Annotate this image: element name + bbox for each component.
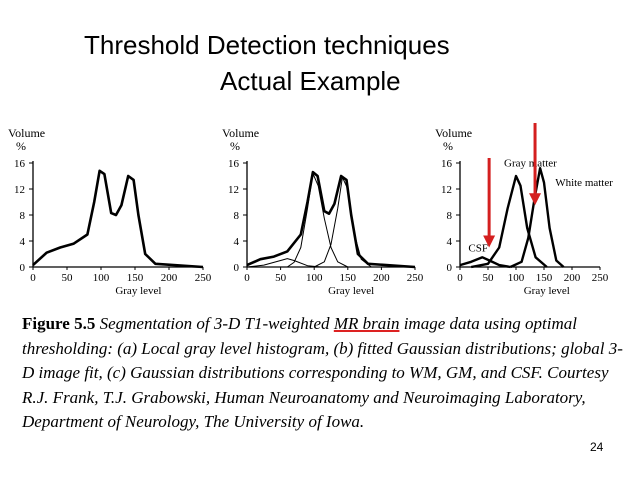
x-tick-label: 50: [62, 272, 74, 284]
y-tick-label: 12: [14, 184, 25, 196]
caption-highlight: MR brain: [333, 314, 400, 333]
x-tick-label: 250: [407, 272, 424, 284]
y-axis-label: Volume: [8, 126, 45, 140]
annotation-gray-matter: Gray matter: [504, 157, 557, 169]
y-tick-label: 8: [234, 210, 240, 222]
series-line: [470, 174, 548, 269]
y-tick-label: 16: [228, 158, 240, 170]
y-tick-label: 0: [20, 262, 26, 274]
x-axis-label: Gray level: [115, 285, 161, 297]
histogram-figures: Volume% 0 4 8 12 16 0 50 100 150 200 250 Gray level V…: [8, 123, 613, 297]
y-tick-label: 16: [441, 158, 453, 170]
series-line: [246, 258, 321, 268]
x-tick-label: 150: [536, 272, 553, 284]
y-axis-label-unit: %: [230, 139, 240, 153]
x-tick-label: 100: [93, 272, 110, 284]
x-tick-label: 0: [457, 272, 463, 284]
y-axis-label: Volume: [222, 126, 259, 140]
x-tick-label: 200: [373, 272, 390, 284]
x-tick-label: 200: [564, 272, 581, 284]
series-line: [313, 176, 372, 268]
slide-subtitle: Actual Example: [220, 66, 401, 96]
x-tick-label: 150: [340, 272, 357, 284]
slide-title: Threshold Detection techniques: [84, 30, 450, 60]
series-line: [509, 167, 565, 269]
series-line: [459, 256, 511, 269]
caption-text-2: image data using optimal thresholding: (…: [22, 314, 623, 431]
series-line: [32, 169, 204, 269]
x-tick-label: 250: [592, 272, 609, 284]
page-number: 24: [590, 440, 604, 454]
x-tick-label: 0: [30, 272, 36, 284]
x-axis-label: Gray level: [524, 285, 570, 297]
series-line: [246, 170, 416, 269]
y-tick-label: 4: [234, 236, 240, 248]
y-axis-label: Volume: [435, 126, 472, 140]
y-tick-label: 8: [447, 210, 453, 222]
csf-arrow-head: [483, 235, 496, 248]
x-tick-label: 50: [483, 272, 495, 284]
annotation-white-matter: White matter: [555, 177, 613, 189]
y-tick-label: 4: [20, 236, 26, 248]
y-tick-label: 8: [20, 210, 26, 222]
y-tick-label: 16: [14, 158, 26, 170]
gm-arrow-head: [529, 193, 542, 206]
x-tick-label: 250: [195, 272, 212, 284]
x-tick-label: 200: [161, 272, 178, 284]
y-tick-label: 0: [234, 262, 240, 274]
caption-text-1: Segmentation of 3-D T1-weighted: [99, 314, 334, 333]
x-tick-label: 100: [508, 272, 525, 284]
figure-label: Figure 5.5: [22, 314, 96, 333]
y-axis-label-unit: %: [443, 139, 453, 153]
figure-caption: Figure 5.5 Segmentation of 3-D T1-weight…: [22, 312, 628, 435]
x-tick-label: 150: [127, 272, 144, 284]
x-tick-label: 100: [306, 272, 323, 284]
y-tick-label: 4: [447, 236, 453, 248]
series-line: [287, 172, 349, 268]
y-tick-label: 12: [228, 184, 239, 196]
x-axis-label: Gray level: [328, 285, 374, 297]
x-tick-label: 50: [275, 272, 287, 284]
x-tick-label: 0: [244, 272, 250, 284]
annotation-csf: CSF: [468, 242, 488, 254]
y-tick-label: 12: [441, 184, 452, 196]
y-axis-label-unit: %: [16, 139, 26, 153]
y-tick-label: 0: [447, 262, 453, 274]
